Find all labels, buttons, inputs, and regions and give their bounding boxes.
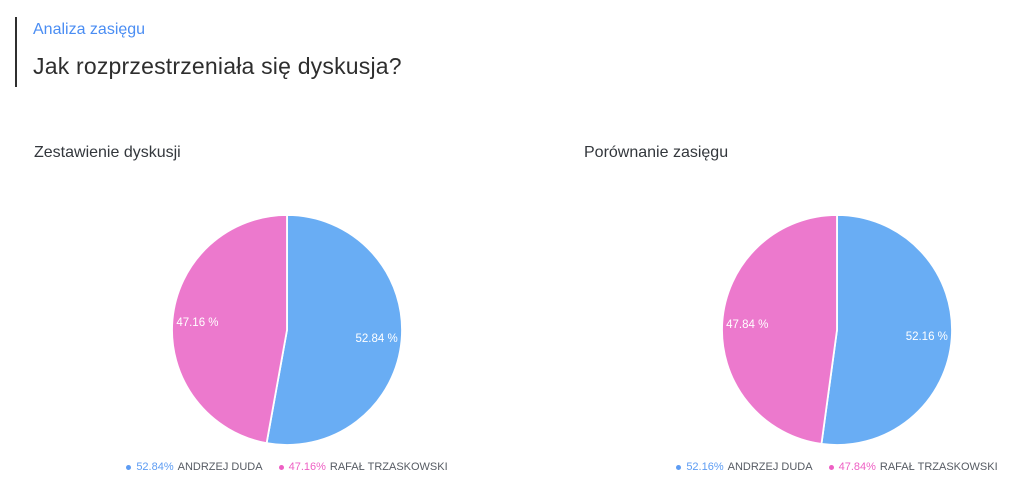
section-label: Analiza zasięgu [33,21,146,38]
legend-dot-icon [828,464,834,470]
legend-percent: 47.16% [288,461,326,473]
legend-label: ANDRZEJ DUDA [727,461,813,473]
legend-dot-icon [676,464,682,470]
legend-percent: 52.84% [136,461,174,473]
pie-slice[interactable] [820,214,953,446]
legend-label: RAFAŁ TRZASKOWSKI [329,461,448,473]
pie-slice[interactable] [721,214,838,445]
header-accent-bar [15,17,17,87]
legend-item-andrzej-duda[interactable]: 52.84% ANDRZEJ DUDA [126,461,263,473]
pie-slice[interactable] [265,214,403,446]
legend-item-rafal-trzaskowski[interactable]: 47.84% RAFAŁ TRZASKOWSKI [828,461,998,473]
pie-slice[interactable] [171,214,288,445]
page-title: Jak rozprzestrzeniała się dyskusja? [33,53,402,79]
chart-legend: 52.84% ANDRZEJ DUDA 47.16% RAFAŁ TRZASKO… [113,461,461,473]
pie-slice-label: 52.16 % [906,331,948,343]
legend-item-andrzej-duda[interactable]: 52.16% ANDRZEJ DUDA [676,461,813,473]
pie-slice-label: 47.84 % [726,319,768,331]
chart-title: Zestawienie dyskusji [34,144,181,161]
pie-slice-label: 52.84 % [355,333,397,345]
pie-slice-label: 47.16 % [176,317,218,329]
legend-percent: 52.16% [686,461,724,473]
legend-label: RAFAŁ TRZASKOWSKI [879,461,998,473]
legend-dot-icon [278,464,284,470]
chart-title: Porównanie zasięgu [584,144,729,161]
legend-label: ANDRZEJ DUDA [177,461,263,473]
chart-legend: 52.16% ANDRZEJ DUDA 47.84% RAFAŁ TRZASKO… [663,461,1011,473]
legend-dot-icon [126,464,132,470]
pie-chart[interactable]: 52.84 % 47.16 % [167,210,407,450]
legend-percent: 47.84% [838,461,876,473]
legend-item-rafal-trzaskowski[interactable]: 47.16% RAFAŁ TRZASKOWSKI [278,461,448,473]
pie-chart[interactable]: 52.16 % 47.84 % [717,210,957,450]
